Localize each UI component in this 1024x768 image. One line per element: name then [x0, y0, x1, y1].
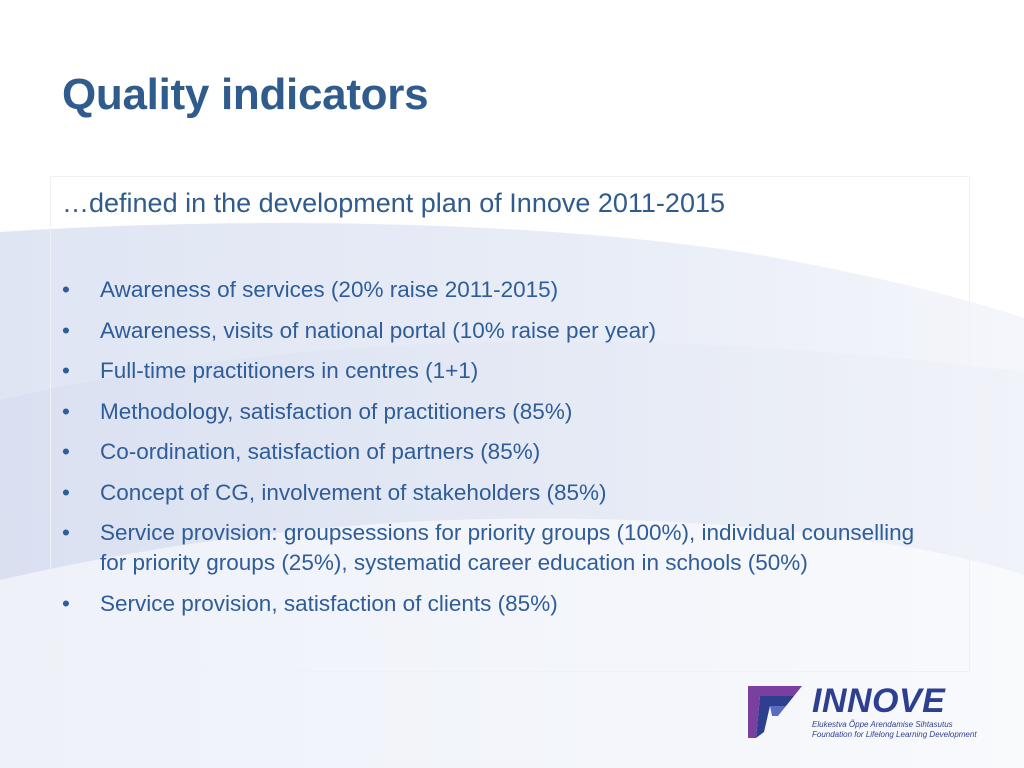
innove-logo: INNOVE Elukestva Õppe Arendamise Sihtasu… [742, 682, 982, 742]
bullet-text: Full-time practitioners in centres (1+1) [100, 358, 479, 383]
bullet-text: Concept of CG, involvement of stakeholde… [100, 479, 607, 505]
slide-subtitle: …defined in the development plan of Inno… [62, 188, 725, 218]
bullet-marker: • [62, 317, 70, 343]
bullet-marker: • [62, 590, 70, 616]
bullet-item: • Service provision, satisfaction of cli… [62, 589, 942, 619]
bullet-text: Co-ordination, satisfaction of partners … [100, 439, 541, 464]
bullet-text: Awareness of services (20% raise 2011-20… [100, 277, 559, 302]
bullet-marker: • [62, 479, 70, 505]
bullet-marker: • [62, 439, 70, 464]
bullet-text: Service provision: groupsessions for pri… [100, 520, 915, 575]
innove-logo-icon [748, 686, 802, 738]
bullet-text: Service provision, satisfaction of clien… [100, 590, 558, 616]
bullet-marker: • [62, 277, 70, 302]
bullet-item: • Concept of CG, involvement of stakehol… [62, 478, 942, 508]
bullet-item: • Awareness, visits of national portal (… [62, 316, 942, 346]
bullet-item: • Co-ordination, satisfaction of partner… [62, 437, 942, 467]
content-box [50, 176, 970, 672]
bullet-item: • Awareness of services (20% raise 2011-… [62, 275, 942, 305]
bullet-text: Methodology, satisfaction of practitione… [100, 398, 573, 424]
logo-tagline-english: Foundation for Lifelong Learning Develop… [812, 730, 977, 739]
logo-wordmark: INNOVE [812, 682, 946, 720]
bullet-item: • Methodology, satisfaction of practitio… [62, 397, 942, 427]
bullet-list: • Awareness of services (20% raise 2011-… [62, 275, 942, 629]
bullet-marker: • [62, 398, 70, 424]
bullet-item: • Service provision: groupsessions for p… [62, 518, 942, 578]
logo-tagline-estonian: Elukestva Õppe Arendamise Sihtasutus [812, 720, 953, 729]
bullet-marker: • [62, 520, 70, 545]
bullet-marker: • [62, 358, 70, 383]
bullet-text: Awareness, visits of national portal (10… [100, 317, 657, 343]
bullet-item: • Full-time practitioners in centres (1+… [62, 356, 942, 386]
slide-title: Quality indicators [62, 70, 429, 119]
